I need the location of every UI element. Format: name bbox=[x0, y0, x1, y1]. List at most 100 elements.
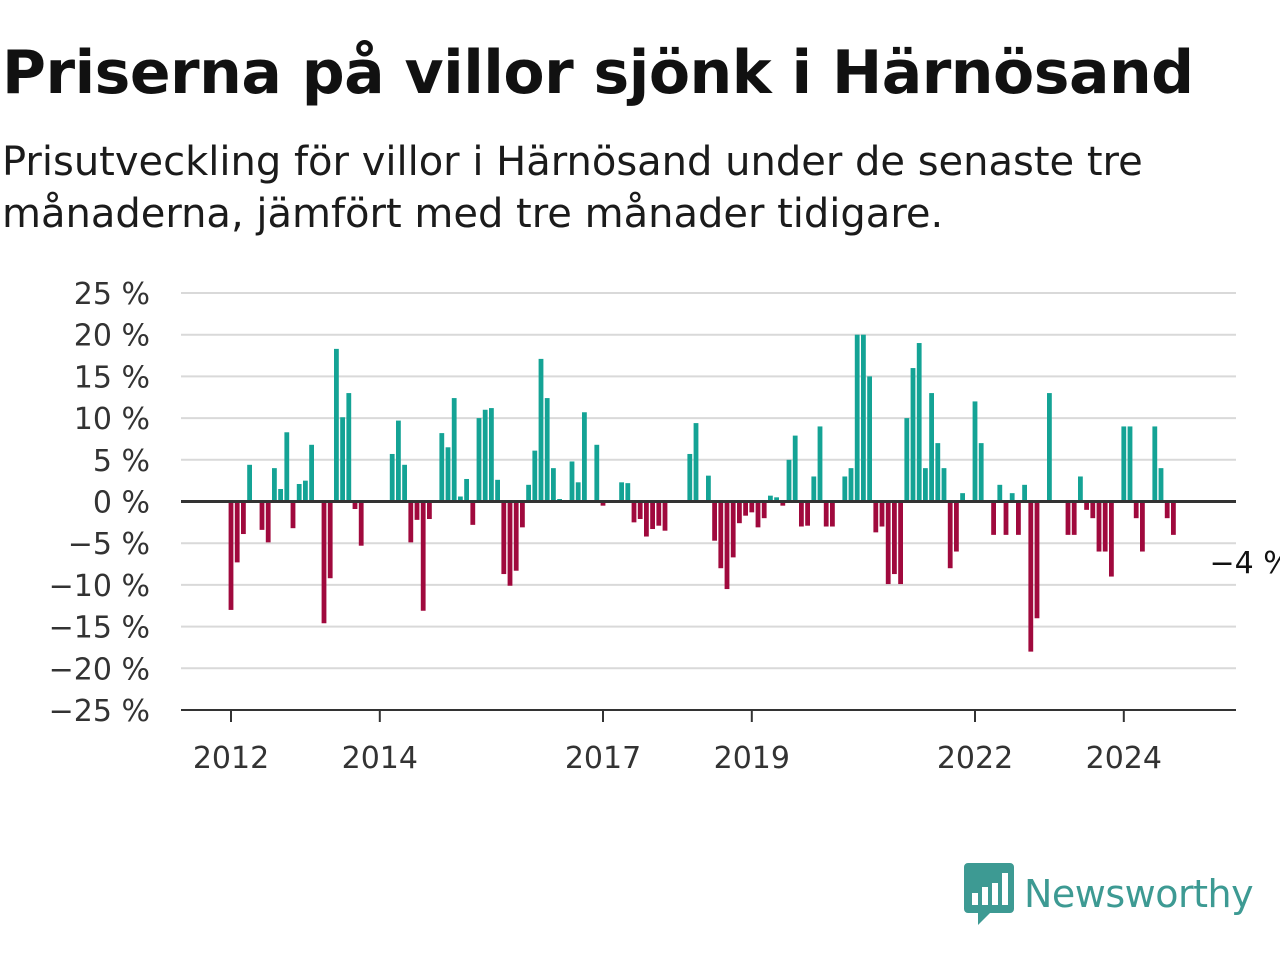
bar-negative bbox=[1140, 501, 1145, 552]
bar-negative bbox=[656, 501, 662, 526]
bar-positive bbox=[594, 444, 600, 502]
bar-negative bbox=[241, 501, 246, 535]
x-tick-label: 2012 bbox=[193, 741, 269, 776]
bar-negative bbox=[1171, 501, 1176, 535]
bar-positive bbox=[916, 343, 922, 502]
y-tick-label: 0 % bbox=[93, 486, 150, 521]
bar-positive bbox=[495, 479, 500, 502]
bar-negative bbox=[507, 501, 513, 586]
bar-positive bbox=[687, 453, 693, 502]
y-tick-label: 15 % bbox=[74, 360, 150, 395]
bar-positive bbox=[1158, 468, 1164, 502]
bar-negative bbox=[730, 501, 736, 558]
bar-negative bbox=[600, 501, 606, 506]
bar-positive bbox=[551, 468, 556, 502]
bar-positive bbox=[867, 376, 872, 502]
bar-positive bbox=[619, 482, 624, 502]
chart-title: Priserna på villor sjönk i Härnösand bbox=[2, 38, 1194, 108]
bar-negative bbox=[327, 501, 333, 579]
bar-positive bbox=[910, 368, 916, 502]
bar-negative bbox=[662, 501, 668, 531]
bar-negative bbox=[1096, 501, 1102, 552]
bar-negative bbox=[805, 501, 810, 526]
bar-negative bbox=[352, 501, 358, 510]
bar-negative bbox=[228, 501, 234, 610]
bar-positive bbox=[792, 435, 798, 502]
bar-negative bbox=[1164, 501, 1170, 519]
bar-negative bbox=[1133, 501, 1139, 519]
bar-negative bbox=[743, 501, 748, 516]
x-tick-label: 2024 bbox=[1086, 741, 1162, 776]
bar-negative bbox=[947, 501, 953, 569]
bar-positive bbox=[340, 417, 345, 502]
chart-subtitle: Prisutveckling för villor i Härnösand un… bbox=[2, 139, 1143, 237]
bar-negative bbox=[898, 501, 903, 585]
bar-negative bbox=[520, 501, 525, 528]
bar-positive bbox=[625, 483, 631, 502]
bar-negative bbox=[761, 501, 767, 519]
bar-negative bbox=[408, 501, 414, 543]
x-tick-label: 2019 bbox=[714, 741, 790, 776]
bar-negative bbox=[513, 501, 519, 571]
bar-negative bbox=[823, 501, 829, 527]
bar-negative bbox=[234, 501, 240, 563]
bar-negative bbox=[501, 501, 507, 575]
bar-positive bbox=[389, 453, 395, 502]
bar-positive bbox=[309, 444, 314, 502]
bar-positive bbox=[693, 423, 699, 502]
bar-negative bbox=[892, 501, 897, 575]
newsworthy-logo-icon bbox=[964, 863, 1014, 925]
bar-negative bbox=[259, 501, 265, 530]
bar-positive bbox=[935, 443, 941, 502]
x-tick-label: 2014 bbox=[342, 741, 418, 776]
bar-negative bbox=[737, 501, 742, 524]
bar-positive bbox=[272, 468, 277, 502]
x-tick-label: 2017 bbox=[565, 741, 641, 776]
bar-positive bbox=[861, 334, 866, 502]
bar-positive bbox=[402, 464, 407, 502]
bar-positive bbox=[1152, 426, 1158, 502]
bar-negative bbox=[358, 501, 364, 546]
y-tick-label: 20 % bbox=[74, 319, 150, 354]
bar-negative bbox=[650, 501, 655, 530]
bar-positive bbox=[904, 418, 910, 502]
bar-positive bbox=[768, 495, 773, 502]
bar-negative bbox=[1065, 501, 1071, 535]
bar-positive bbox=[538, 358, 544, 502]
bar-positive bbox=[960, 493, 965, 502]
y-tick-label: 5 % bbox=[93, 444, 150, 479]
y-tick-label: −20 % bbox=[49, 652, 150, 687]
bar-positive bbox=[296, 483, 302, 502]
x-axis-ticks: 2012 2014 2017 2019 2022 2024 bbox=[193, 710, 1162, 776]
bar-negative bbox=[1102, 501, 1108, 552]
bar-negative bbox=[954, 501, 959, 552]
bar-positive bbox=[811, 476, 817, 502]
bar-positive bbox=[774, 497, 779, 502]
bar-negative bbox=[873, 501, 879, 533]
bar-positive bbox=[284, 432, 290, 502]
y-tick-label: 25 % bbox=[74, 277, 150, 312]
bar-positive bbox=[303, 480, 308, 502]
bar-negative bbox=[879, 501, 885, 527]
bar-negative bbox=[427, 501, 432, 520]
bar-positive bbox=[972, 401, 978, 502]
bar-negative bbox=[712, 501, 717, 541]
bar-positive bbox=[476, 418, 482, 502]
bar-positive bbox=[848, 468, 854, 502]
bar-positive bbox=[482, 409, 488, 502]
bar-negative bbox=[420, 501, 426, 611]
bar-positive bbox=[575, 482, 581, 502]
bar-positive bbox=[1022, 484, 1027, 502]
bar-negative bbox=[265, 501, 271, 543]
bars bbox=[228, 334, 1176, 652]
bar-negative bbox=[290, 501, 296, 529]
bar-positive bbox=[923, 468, 928, 502]
bar-negative bbox=[1034, 501, 1040, 619]
bar-positive bbox=[1078, 476, 1083, 502]
bar-positive bbox=[464, 478, 469, 502]
bar-positive bbox=[582, 412, 587, 502]
y-tick-label: 10 % bbox=[74, 402, 150, 437]
bar-positive bbox=[978, 443, 984, 502]
bar-negative bbox=[1071, 501, 1077, 535]
